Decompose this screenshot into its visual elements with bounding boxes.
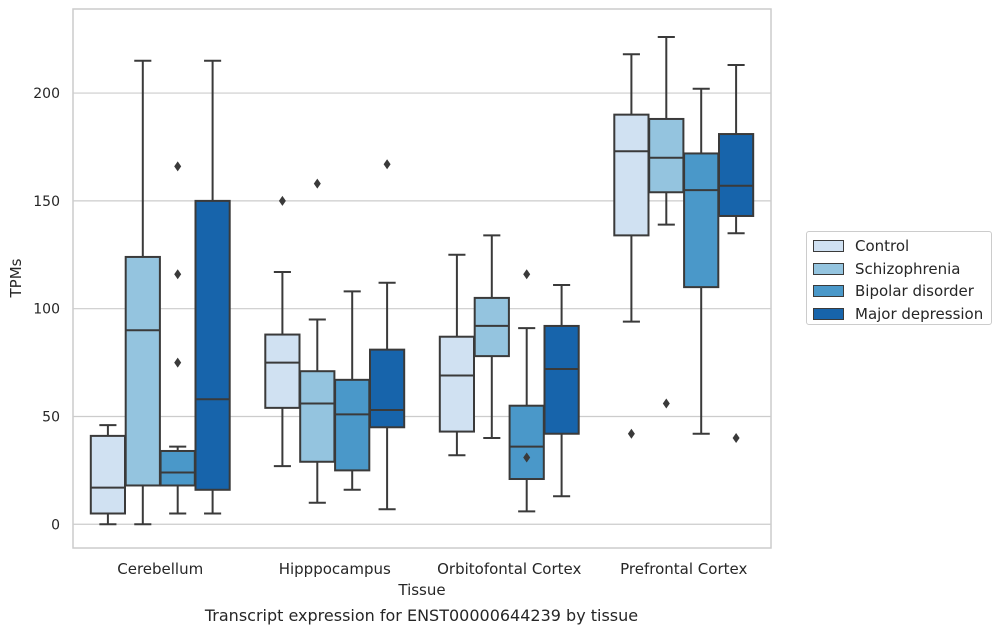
legend-label: Major depression bbox=[855, 304, 984, 323]
box-iqr bbox=[613, 113, 650, 237]
plot-frame bbox=[72, 8, 772, 549]
y-tick-label: 0 bbox=[51, 517, 60, 533]
box-iqr bbox=[508, 404, 545, 481]
outlier-point bbox=[732, 433, 740, 444]
box-control bbox=[264, 195, 301, 468]
outlier-point bbox=[627, 428, 635, 439]
x-tick-label: Cerebellum bbox=[117, 560, 203, 578]
legend-item: Bipolar disorder bbox=[813, 281, 974, 301]
box-iqr bbox=[89, 434, 127, 515]
box-schizophrenia bbox=[648, 36, 685, 409]
box-schizophrenia bbox=[473, 234, 510, 440]
legend-item: Major depression bbox=[813, 304, 983, 324]
box-iqr bbox=[194, 199, 231, 491]
outlier-point bbox=[662, 398, 670, 409]
box-iqr bbox=[648, 117, 685, 194]
box-major-depression bbox=[717, 64, 755, 444]
box-iqr bbox=[299, 370, 336, 463]
box-iqr bbox=[543, 324, 580, 435]
box-schizophrenia bbox=[299, 178, 336, 504]
legend-label: Schizophrenia bbox=[855, 259, 961, 278]
y-tick-label: 50 bbox=[42, 409, 60, 425]
outlier-point bbox=[278, 195, 286, 206]
y-tick-label: 100 bbox=[33, 302, 60, 318]
box-iqr bbox=[683, 152, 720, 289]
box-control bbox=[613, 53, 650, 439]
x-axis-label: Tissue bbox=[397, 581, 445, 599]
box-bipolar-disorder bbox=[334, 290, 371, 491]
box-plots bbox=[89, 36, 755, 526]
legend-swatch bbox=[813, 262, 844, 275]
x-tick-label: Prefrontal Cortex bbox=[620, 560, 747, 578]
box-iqr bbox=[473, 296, 510, 358]
box-iqr bbox=[264, 333, 301, 409]
box-bipolar-disorder bbox=[683, 87, 720, 435]
box-schizophrenia bbox=[124, 59, 161, 526]
box-iqr bbox=[124, 255, 161, 487]
x-tick-label: Hipppocampus bbox=[279, 560, 391, 578]
legend-swatch bbox=[813, 240, 844, 252]
y-tick-label: 200 bbox=[33, 86, 60, 102]
outlier-point bbox=[174, 357, 182, 368]
outlier-point bbox=[523, 452, 531, 463]
box-bipolar-disorder bbox=[159, 161, 196, 515]
legend-label: Control bbox=[855, 237, 910, 255]
box-control bbox=[89, 424, 127, 526]
legend-swatch bbox=[813, 307, 844, 320]
box-control bbox=[438, 253, 476, 457]
box-iqr bbox=[717, 133, 755, 217]
y-axis-label: TPMs bbox=[7, 258, 25, 298]
outlier-point bbox=[174, 161, 182, 172]
outlier-point bbox=[383, 159, 391, 170]
legend-item: Control bbox=[813, 236, 909, 256]
outlier-point bbox=[174, 269, 182, 280]
box-iqr bbox=[438, 335, 476, 433]
legend-label: Bipolar disorder bbox=[855, 282, 974, 300]
y-tick-label: 150 bbox=[33, 194, 60, 210]
outlier-point bbox=[523, 269, 531, 280]
box-major-depression bbox=[368, 159, 406, 511]
box-iqr bbox=[368, 348, 406, 429]
x-tick-labels: Cerebellum Hipppocampus Orbitofontal Corte… bbox=[117, 560, 747, 578]
box-major-depression bbox=[543, 283, 580, 498]
chart-caption: Transcript expression for ENST0000064423… bbox=[204, 606, 639, 625]
legend-swatch bbox=[813, 285, 844, 297]
legend: Control Schizophrenia Bipolar disorder Majo… bbox=[806, 231, 992, 325]
y-tick-labels: 0 50 100 150 200 bbox=[33, 86, 60, 533]
grid-lines bbox=[73, 92, 771, 525]
box-major-depression bbox=[194, 59, 231, 515]
legend-item: Schizophrenia bbox=[813, 259, 960, 279]
outlier-point bbox=[313, 178, 321, 189]
x-tick-label: Orbitofontal Cortex bbox=[437, 560, 581, 578]
box-iqr bbox=[159, 449, 196, 487]
box-bipolar-disorder bbox=[508, 269, 545, 513]
box-iqr bbox=[334, 378, 371, 472]
